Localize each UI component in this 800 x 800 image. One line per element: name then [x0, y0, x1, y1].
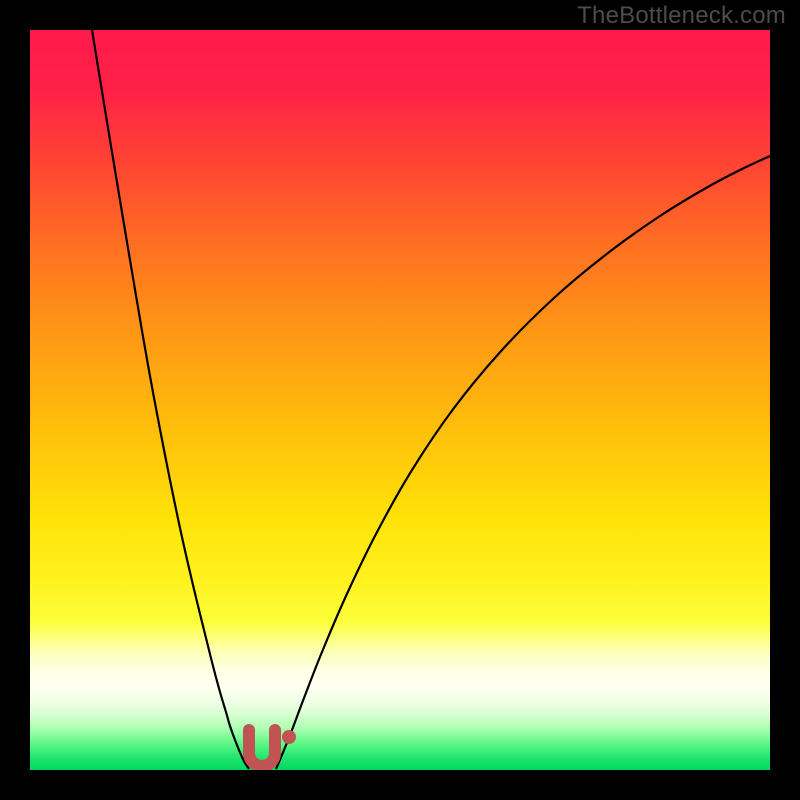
plot-svg — [30, 30, 770, 770]
chart-frame: TheBottleneck.com — [0, 0, 800, 800]
watermark-text: TheBottleneck.com — [577, 2, 786, 30]
gradient-bg — [30, 30, 770, 770]
plot-area — [30, 30, 770, 770]
u-dot — [282, 730, 296, 744]
